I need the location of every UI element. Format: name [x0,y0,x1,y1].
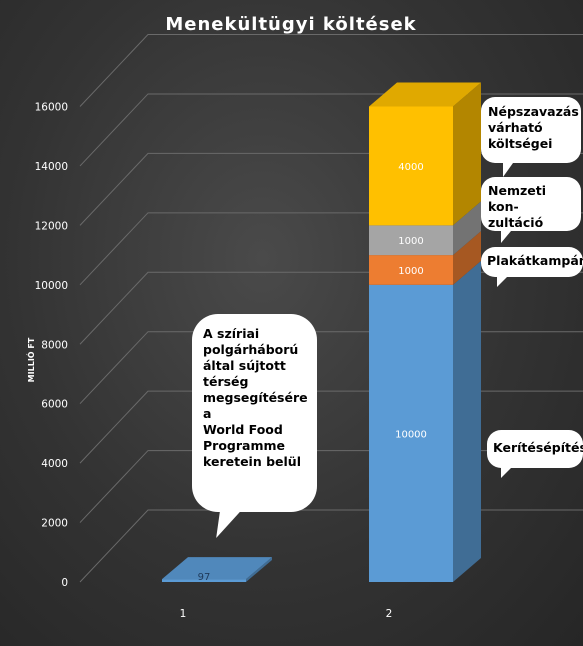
bar-segment-side [453,83,481,226]
gridline [80,510,583,582]
y-axis-label: MILLIÓ FT [25,337,36,382]
callout-line: megsegítésére a [203,390,311,422]
callout-line: várható [488,120,577,136]
callout-line: térség [203,374,311,390]
callout-line: Nemzeti kon- [488,183,577,215]
gridline [80,35,583,107]
y-tick-label: 0 [61,577,68,589]
callout-line: A szíriai [203,326,311,342]
callout-line: Kerítésépítés [493,440,581,456]
callout-line: World Food [203,422,311,438]
callout-line: Népszavazás [488,104,577,120]
y-tick-label: 2000 [41,518,68,530]
bar-data-label: 97 [198,572,211,583]
callout-line: keretein belül [203,454,311,470]
y-tick-label: 4000 [41,458,68,470]
bar-data-label: 1000 [398,236,423,247]
callout-line: polgárháború [203,342,311,358]
y-tick-label: 12000 [35,220,68,232]
y-tick-label: 16000 [35,102,68,114]
gridline [80,332,583,404]
gridline [80,272,583,344]
callout-line: Plakátkampány [487,253,581,269]
bar-segment-side [453,261,481,582]
y-tick-label: 10000 [35,280,68,292]
callout-plakatkampany: Plakátkampány [481,247,583,277]
chart-title: Menekültügyi költések [165,14,416,35]
callout-line: zultáció [488,215,577,231]
callout-nemzeti-konzultacio: Nemzeti kon- zultáció [481,177,581,231]
bar-data-label: 1000 [398,266,423,277]
bar-data-label: 4000 [398,162,423,173]
callout-nepszavazas: Népszavazás várható költségei [481,97,581,163]
x-tick-label: 1 [180,608,187,620]
callout-line: Programme [203,438,311,454]
callout-line: által sújtott [203,358,311,374]
y-tick-label: 6000 [41,399,68,411]
callout-line: költségei [488,136,577,152]
y-tick-label: 14000 [35,161,68,173]
y-tick-label: 8000 [41,339,68,351]
bar-top-face [162,557,272,579]
callout-syria: A szíriai polgárháború által sújtott tér… [192,314,317,512]
bar-data-label: 10000 [395,429,427,440]
x-tick-label: 2 [386,608,393,620]
callout-keritesepites: Kerítésépítés [487,430,583,468]
